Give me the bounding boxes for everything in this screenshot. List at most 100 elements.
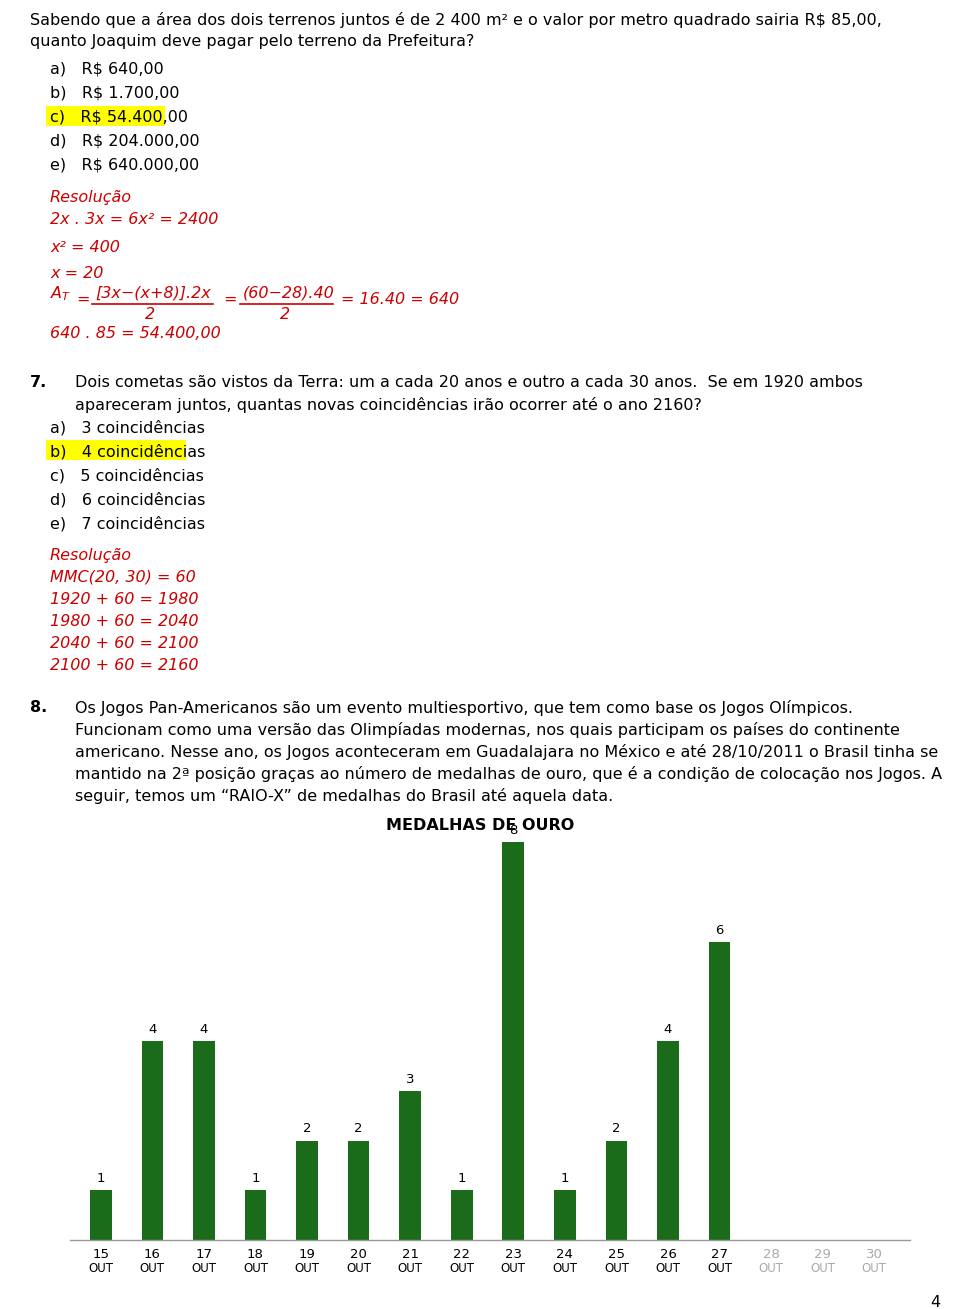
Text: OUT: OUT (604, 1262, 629, 1275)
Text: 29: 29 (814, 1247, 831, 1261)
Text: (60−28).40: (60−28).40 (243, 285, 335, 301)
Bar (451, 1190, 472, 1240)
Text: 4: 4 (148, 1024, 156, 1035)
Text: b)   R$ 1.700,00: b) R$ 1.700,00 (50, 86, 180, 101)
Text: OUT: OUT (295, 1262, 320, 1275)
Text: 3: 3 (406, 1073, 415, 1085)
Text: a)   R$ 640,00: a) R$ 640,00 (50, 62, 164, 77)
Bar (245, 1190, 266, 1240)
Text: 2x . 3x = 6x² = 2400: 2x . 3x = 6x² = 2400 (50, 212, 218, 226)
Text: 2100 + 60 = 2160: 2100 + 60 = 2160 (50, 658, 199, 673)
Text: 6: 6 (715, 924, 724, 936)
Bar (502, 842, 524, 1240)
Text: MEDALHAS DE OURO: MEDALHAS DE OURO (386, 818, 574, 833)
Text: OUT: OUT (810, 1262, 835, 1275)
Text: OUT: OUT (243, 1262, 268, 1275)
Text: 24: 24 (557, 1247, 573, 1261)
Text: OUT: OUT (88, 1262, 113, 1275)
FancyBboxPatch shape (46, 106, 165, 126)
Bar (141, 1041, 163, 1240)
Text: 8: 8 (509, 823, 517, 836)
Text: c)   R$ 54.400,00: c) R$ 54.400,00 (50, 110, 188, 124)
Bar (554, 1190, 576, 1240)
Text: =: = (76, 292, 89, 308)
Text: OUT: OUT (449, 1262, 474, 1275)
Bar (606, 1140, 627, 1240)
Text: Funcionam como uma versão das Olimpíadas modernas, nos quais participam os paíse: Funcionam como uma versão das Olimpíadas… (75, 723, 900, 738)
Text: OUT: OUT (140, 1262, 165, 1275)
Text: americano. Nesse ano, os Jogos aconteceram em Guadalajara no México e até 28/10/: americano. Nesse ano, os Jogos acontecer… (75, 744, 938, 761)
Text: 2: 2 (612, 1123, 621, 1135)
Text: d)   R$ 204.000,00: d) R$ 204.000,00 (50, 134, 200, 149)
Text: e)   R$ 640.000,00: e) R$ 640.000,00 (50, 158, 200, 173)
Bar (658, 1041, 679, 1240)
Text: 16: 16 (144, 1247, 160, 1261)
FancyBboxPatch shape (46, 440, 186, 459)
Text: 23: 23 (505, 1247, 522, 1261)
Text: 28: 28 (762, 1247, 780, 1261)
Text: 15: 15 (92, 1247, 109, 1261)
Text: =: = (223, 292, 236, 308)
Text: e)   7 coincidências: e) 7 coincidências (50, 516, 205, 531)
Text: 1920 + 60 = 1980: 1920 + 60 = 1980 (50, 592, 199, 607)
Text: 2: 2 (280, 308, 290, 322)
Text: quanto Joaquim deve pagar pelo terreno da Prefeitura?: quanto Joaquim deve pagar pelo terreno d… (30, 34, 474, 48)
Text: OUT: OUT (552, 1262, 577, 1275)
Bar (90, 1190, 111, 1240)
Text: 4: 4 (663, 1024, 672, 1035)
Text: OUT: OUT (862, 1262, 887, 1275)
Text: mantido na 2ª posição graças ao número de medalhas de ouro, que é a condição de : mantido na 2ª posição graças ao número d… (75, 766, 942, 781)
Text: OUT: OUT (191, 1262, 216, 1275)
Text: x = 20: x = 20 (50, 266, 104, 281)
Text: 4: 4 (930, 1295, 940, 1309)
Text: Dois cometas são vistos da Terra: um a cada 20 anos e outro a cada 30 anos.  Se : Dois cometas são vistos da Terra: um a c… (75, 374, 863, 390)
Text: 2: 2 (302, 1123, 311, 1135)
Bar (297, 1140, 318, 1240)
Text: Sabendo que a área dos dois terrenos juntos é de 2 400 m² e o valor por metro qu: Sabendo que a área dos dois terrenos jun… (30, 12, 882, 27)
Text: 2: 2 (354, 1123, 363, 1135)
Text: OUT: OUT (656, 1262, 681, 1275)
Text: 18: 18 (247, 1247, 264, 1261)
Text: 1: 1 (252, 1173, 260, 1185)
Text: 1: 1 (561, 1173, 569, 1185)
Text: a)   3 coincidências: a) 3 coincidências (50, 420, 204, 436)
Text: 27: 27 (711, 1247, 728, 1261)
Text: OUT: OUT (707, 1262, 732, 1275)
Bar (193, 1041, 215, 1240)
Text: 2040 + 60 = 2100: 2040 + 60 = 2100 (50, 636, 199, 651)
Text: 25: 25 (608, 1247, 625, 1261)
Text: seguir, temos um “RAIO-X” de medalhas do Brasil até aquela data.: seguir, temos um “RAIO-X” de medalhas do… (75, 788, 613, 804)
Text: 30: 30 (866, 1247, 882, 1261)
Text: 7.: 7. (30, 374, 47, 390)
Text: 1980 + 60 = 2040: 1980 + 60 = 2040 (50, 614, 199, 630)
Text: 1: 1 (458, 1173, 466, 1185)
Text: c)   5 coincidências: c) 5 coincidências (50, 469, 204, 483)
Text: 26: 26 (660, 1247, 677, 1261)
Text: MMC(20, 30) = 60: MMC(20, 30) = 60 (50, 569, 196, 585)
Text: OUT: OUT (758, 1262, 783, 1275)
Text: 22: 22 (453, 1247, 470, 1261)
Text: d)   6 coincidências: d) 6 coincidências (50, 492, 205, 508)
Text: OUT: OUT (347, 1262, 372, 1275)
Text: x² = 400: x² = 400 (50, 240, 120, 255)
Text: OUT: OUT (397, 1262, 422, 1275)
Text: Resolução: Resolução (50, 190, 132, 206)
Text: Resolução: Resolução (50, 548, 132, 563)
Text: 20: 20 (350, 1247, 367, 1261)
Bar (708, 941, 731, 1240)
Text: 640 . 85 = 54.400,00: 640 . 85 = 54.400,00 (50, 326, 221, 342)
Text: b)   4 coincidências: b) 4 coincidências (50, 444, 205, 459)
Text: OUT: OUT (501, 1262, 526, 1275)
Text: 2: 2 (145, 308, 156, 322)
Text: 21: 21 (401, 1247, 419, 1261)
Bar (399, 1090, 421, 1240)
Text: apareceram juntos, quantas novas coincidências irão ocorrer até o ano 2160?: apareceram juntos, quantas novas coincid… (75, 397, 702, 414)
Text: [3x−(x+8)].2x: [3x−(x+8)].2x (95, 285, 211, 301)
Text: = 16.40 = 640: = 16.40 = 640 (341, 292, 459, 308)
Text: 4: 4 (200, 1024, 208, 1035)
Bar (348, 1140, 370, 1240)
Text: 1: 1 (97, 1173, 105, 1185)
Text: 8.: 8. (30, 700, 47, 715)
Text: $A_T$: $A_T$ (50, 284, 71, 302)
Text: Os Jogos Pan-Americanos são um evento multiesportivo, que tem como base os Jogos: Os Jogos Pan-Americanos são um evento mu… (75, 700, 853, 716)
